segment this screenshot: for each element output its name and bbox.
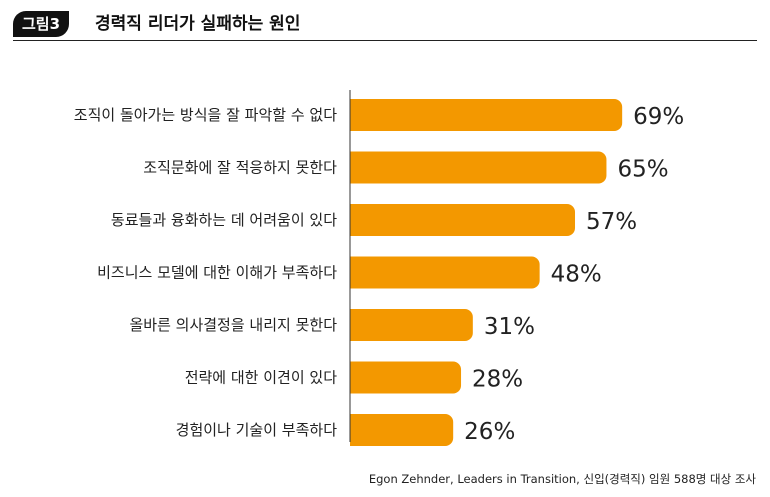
value-label: 26% — [464, 419, 515, 445]
figure-number-badge: 그림3 — [13, 11, 70, 37]
category-label: 올바른 의사결정을 내리지 못한다 — [129, 316, 337, 334]
category-label: 조직문화에 잘 적응하지 못한다 — [143, 159, 337, 177]
axis-mask — [320, 90, 350, 450]
value-label: 31% — [484, 314, 535, 340]
value-label: 57% — [586, 209, 637, 235]
bar — [339, 99, 623, 131]
category-label: 전략에 대한 이견이 있다 — [185, 369, 338, 387]
bar — [339, 151, 607, 184]
source-note: Egon Zehnder, Leaders in Transition, 신입(… — [368, 472, 756, 486]
bar — [339, 256, 540, 289]
category-label: 비즈니스 모델에 대한 이해가 부족하다 — [97, 264, 337, 282]
value-label: 69% — [633, 104, 684, 130]
category-label: 경험이나 기술이 부족하다 — [176, 421, 338, 439]
value-label: 28% — [472, 367, 523, 393]
value-label: 65% — [617, 157, 668, 183]
bar — [339, 414, 454, 446]
bar — [339, 309, 473, 341]
value-label: 48% — [551, 262, 602, 288]
figure-title: 경력직 리더가 실패하는 원인 — [95, 14, 301, 34]
category-label: 조직이 돌아가는 방식을 잘 파악할 수 없다 — [74, 106, 337, 124]
bar — [339, 204, 576, 236]
category-label: 동료들과 융화하는 데 어려움이 있다 — [111, 211, 337, 229]
bar-chart: 69% 65% 57% 48% 31% 28% 26% 조직이 돌아가는 방식을 잘 파악할 … — [73, 90, 685, 450]
bars-group: 69% 65% 57% 48% 31% 28% 26% 조직이 돌아가는 방식을 잘 파악할 … — [74, 90, 684, 450]
bar — [339, 361, 462, 394]
figure-header: 그림3 경력직 리더가 실패하는 원인 — [13, 10, 757, 41]
